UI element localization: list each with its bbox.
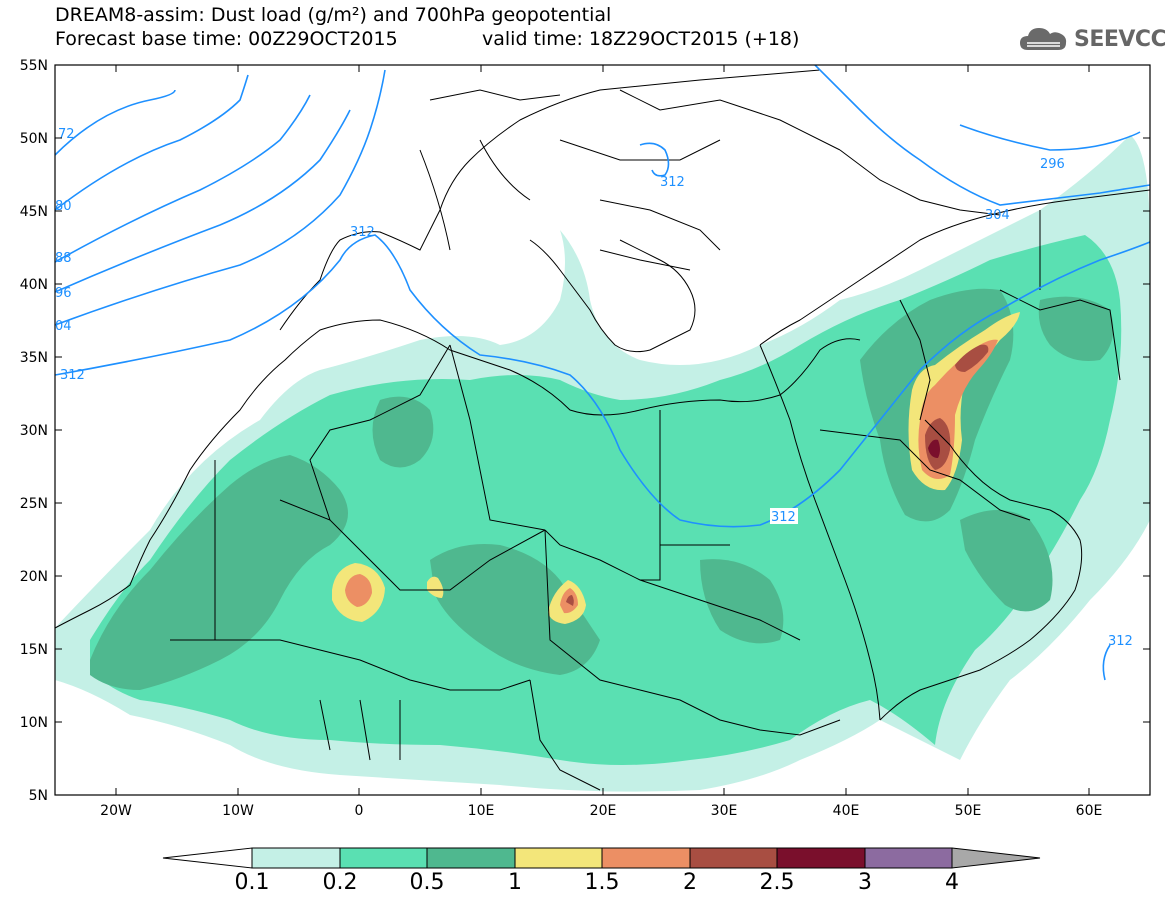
seevccc-logo: SEEVCCC xyxy=(1018,24,1165,54)
map-title: DREAM8-assim: Dust load (g/m²) and 700hP… xyxy=(55,4,612,26)
contour-296-east xyxy=(959,124,1141,151)
colorbar-tick-2.5: 2.5 xyxy=(759,870,795,895)
dust-region-2-iran xyxy=(955,344,989,372)
map-plot-area: 72 80 88 96 04 312 312 312 296 304 312 3… xyxy=(55,65,1150,795)
colorbar-tick-3: 3 xyxy=(858,870,872,895)
lat-label-35n: 35N xyxy=(20,350,48,366)
colorbar-segment-3 xyxy=(426,847,516,869)
colorbar-segment-2 xyxy=(339,847,428,869)
latitude-axis: 55N 50N 45N 40N 35N 30N 25N 20N 15N 10N … xyxy=(20,58,1150,804)
lat-label-10n: 10N xyxy=(20,715,48,731)
lat-label-30n: 30N xyxy=(20,423,48,439)
contour-272 xyxy=(55,89,176,156)
lon-label-40e: 40E xyxy=(833,803,860,819)
contour-label-312-north: 312 xyxy=(350,225,375,240)
contour-304 xyxy=(55,69,386,326)
contour-label-312-east: 312 xyxy=(1108,634,1133,649)
contour-label-72: 72 xyxy=(58,127,75,142)
colorbar-tick-2: 2 xyxy=(683,870,697,895)
colorbar xyxy=(162,847,1041,869)
lat-label-5n: 5N xyxy=(29,788,48,804)
country-borders xyxy=(55,69,1150,791)
contour-label-312-west: 312 xyxy=(60,368,85,383)
contour-312 xyxy=(55,234,1150,528)
lon-label-20e: 20E xyxy=(590,803,617,819)
colorbar-segment-6 xyxy=(689,847,778,869)
geopotential-contours xyxy=(55,65,1150,681)
contour-312-southeast xyxy=(1102,644,1111,681)
lon-label-50e: 50E xyxy=(955,803,982,819)
contour-label-304: 304 xyxy=(985,208,1010,223)
colorbar-tick-1: 1 xyxy=(508,870,522,895)
lat-label-40n: 40N xyxy=(20,277,48,293)
lon-label-30e: 30E xyxy=(711,803,738,819)
contour-label-80: 80 xyxy=(55,199,72,214)
lat-label-50n: 50N xyxy=(20,131,48,147)
dust-region-0.5-caspian xyxy=(1038,296,1114,361)
lon-label-10w: 10W xyxy=(222,803,254,819)
dust-region-2.5-kuwait xyxy=(928,439,940,458)
contour-label-296: 296 xyxy=(1040,157,1065,172)
dust-region-0.5-northafrica xyxy=(372,396,434,468)
colorbar-tick-1.5: 1.5 xyxy=(584,870,620,895)
lon-label-10e: 10E xyxy=(468,803,495,819)
dust-region-1-niger xyxy=(427,576,444,598)
dust-region-1.5-mali xyxy=(345,574,372,607)
longitude-axis: 20W 10W 0 10E 20E 30E 40E 50E 60E xyxy=(100,65,1102,819)
lon-label-20w: 20W xyxy=(100,803,132,819)
dust-region-0.5-sudan xyxy=(700,559,784,644)
lat-label-55n: 55N xyxy=(20,58,48,74)
contour-label-312-europe: 312 xyxy=(660,175,685,190)
lat-label-15n: 15N xyxy=(20,642,48,658)
dust-region-2-chad xyxy=(566,595,574,606)
dust-region-0.5-arabia xyxy=(960,510,1053,612)
contour-280 xyxy=(55,74,249,211)
forecast-base-time: Forecast base time: 00Z29OCT2015 xyxy=(55,28,398,50)
lat-label-45n: 45N xyxy=(20,204,48,220)
colorbar-segment-4 xyxy=(514,847,603,869)
colorbar-tick-0.1: 0.1 xyxy=(234,870,270,895)
lon-label-0: 0 xyxy=(355,803,364,819)
contour-label-312-africa: 312 xyxy=(771,510,796,525)
lat-label-20n: 20N xyxy=(20,569,48,585)
dust-region-0.5-sahara xyxy=(430,544,600,675)
contour-label-96: 96 xyxy=(55,286,72,301)
colorbar-high-arrow xyxy=(951,847,1041,869)
contour-288 xyxy=(55,94,311,263)
brand-name: SEEVCCC xyxy=(1074,26,1165,52)
cloud-icon xyxy=(1020,28,1067,50)
contour-label-88: 88 xyxy=(55,251,72,266)
contour-304-east xyxy=(814,65,1150,206)
colorbar-low-arrow xyxy=(162,847,253,869)
colorbar-segment-7 xyxy=(776,847,866,869)
colorbar-tick-0.5: 0.5 xyxy=(409,870,445,895)
contour-312-small xyxy=(639,142,670,177)
contour-label-04: 04 xyxy=(55,319,72,334)
colorbar-tick-4: 4 xyxy=(945,870,959,895)
colorbar-segment-1 xyxy=(251,847,341,869)
lat-label-25n: 25N xyxy=(20,496,48,512)
colorbar-segment-8 xyxy=(864,847,953,869)
colorbar-segment-5 xyxy=(601,847,691,869)
valid-time: valid time: 18Z29OCT2015 (+18) xyxy=(482,28,800,50)
contour-label-group: 72 80 88 96 04 312 312 312 296 304 312 3… xyxy=(55,127,1133,649)
colorbar-tick-0.2: 0.2 xyxy=(322,870,358,895)
dust-region-0.5-west xyxy=(90,455,348,690)
lon-label-60e: 60E xyxy=(1076,803,1103,819)
contour-296 xyxy=(55,109,351,293)
